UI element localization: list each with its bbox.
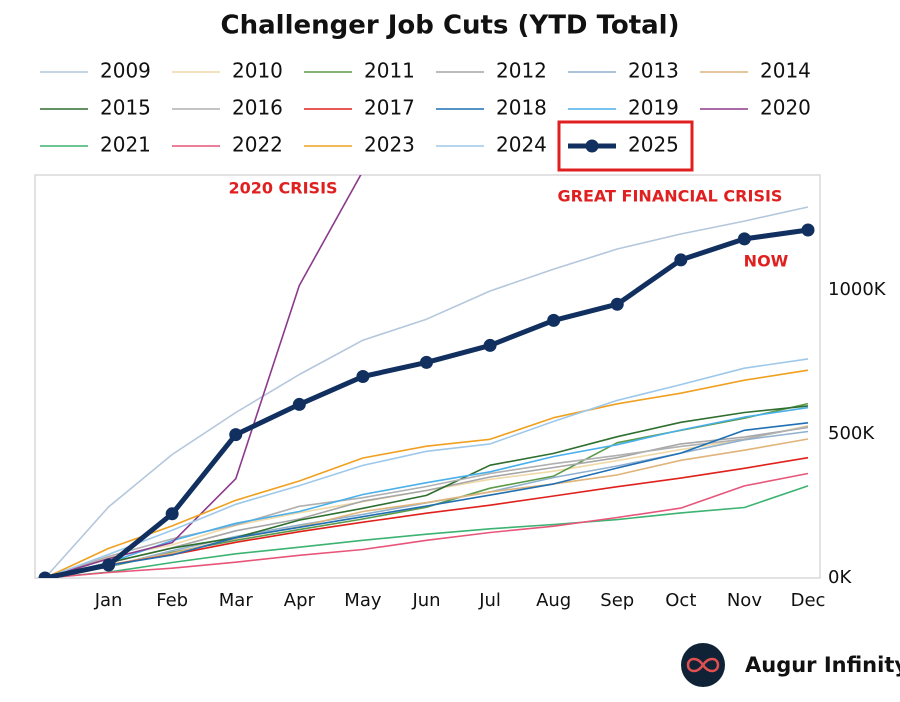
legend-label: 2018 — [496, 96, 547, 120]
y-tick-label: 1000K — [828, 279, 887, 300]
point-marker — [38, 571, 52, 578]
legend-label: 2009 — [100, 59, 151, 83]
x-tick-label: Apr — [284, 590, 316, 611]
x-tick-label: Oct — [665, 590, 696, 611]
legend-highlight — [557, 120, 694, 172]
legend-label: 2022 — [232, 133, 283, 157]
y-tick-label: 0K — [828, 567, 852, 588]
legend-label: 2016 — [232, 96, 283, 120]
x-tick-label: Dec — [791, 590, 826, 611]
annotation: GREAT FINANCIAL CRISIS — [558, 187, 783, 206]
series-line — [44, 472, 809, 578]
x-tick-label: Mar — [219, 590, 254, 611]
x-tick-label: Jul — [478, 590, 501, 611]
legend-label: 2014 — [760, 59, 811, 83]
annotation: NOW — [744, 252, 789, 271]
plot-lines — [38, 175, 815, 578]
point-marker — [292, 397, 306, 411]
x-tick-label: May — [344, 590, 382, 611]
point-marker — [483, 338, 497, 352]
legend-label: 2017 — [364, 96, 415, 120]
point-marker — [420, 355, 433, 369]
series-line — [44, 438, 809, 578]
series-line — [44, 425, 809, 578]
series-line — [44, 485, 809, 578]
point-marker — [229, 428, 243, 442]
legend-label: 2024 — [496, 133, 547, 157]
point-marker — [356, 370, 370, 383]
point-marker — [801, 223, 815, 237]
point-marker — [674, 253, 688, 267]
series-line — [44, 406, 809, 578]
annotation: 2020 CRISIS — [228, 179, 337, 198]
brand-name: Augur Infinity — [745, 653, 900, 677]
series-line — [44, 369, 809, 578]
legend-label: 2025 — [628, 133, 679, 157]
x-tick-label: Jan — [94, 590, 123, 611]
plot-frame — [34, 174, 821, 579]
legend-label: 2023 — [364, 133, 415, 157]
legend-marker — [585, 139, 599, 153]
legend-label: 2021 — [100, 133, 151, 157]
legend-label: 2011 — [364, 59, 415, 83]
point-marker — [165, 507, 179, 521]
x-tick-label: Jun — [411, 590, 440, 611]
x-tick-label: Sep — [600, 590, 634, 611]
series-line — [44, 422, 809, 578]
brand-logo — [681, 643, 725, 687]
point-marker — [737, 232, 751, 246]
chart-title: Challenger Job Cuts (YTD Total) — [221, 11, 680, 41]
y-tick-label: 500K — [828, 423, 875, 444]
x-tick-label: Nov — [727, 590, 762, 611]
series-line — [44, 358, 809, 578]
x-tick-label: Aug — [536, 590, 571, 611]
legend-label: 2010 — [232, 59, 283, 83]
point-marker — [102, 558, 116, 572]
point-marker — [610, 297, 624, 311]
x-tick-label: Feb — [156, 590, 188, 611]
series-line — [44, 175, 362, 578]
legend-label: 2020 — [760, 96, 811, 120]
series-line — [44, 206, 809, 578]
legend-label: 2012 — [496, 59, 547, 83]
series-line — [44, 405, 809, 578]
legend-label: 2019 — [628, 96, 679, 120]
point-marker — [547, 313, 561, 327]
legend-label: 2013 — [628, 59, 679, 83]
legend-label: 2015 — [100, 96, 151, 120]
